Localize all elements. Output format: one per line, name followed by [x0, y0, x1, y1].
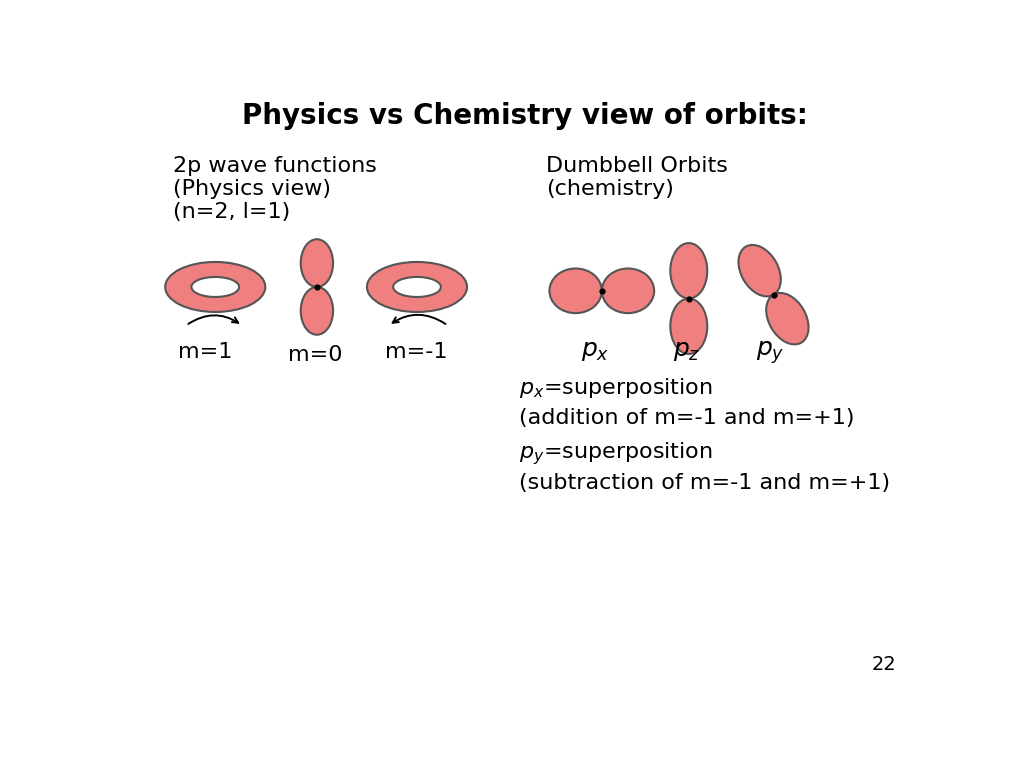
Text: Physics vs Chemistry view of orbits:: Physics vs Chemistry view of orbits:	[242, 102, 808, 130]
Text: 22: 22	[872, 655, 897, 674]
Text: $p_z$: $p_z$	[674, 339, 700, 363]
Text: $p_y$=superposition: $p_y$=superposition	[519, 440, 713, 467]
Ellipse shape	[550, 269, 602, 313]
Text: 2p wave functions
(Physics view)
(n=2, l=1): 2p wave functions (Physics view) (n=2, l…	[173, 156, 377, 223]
Ellipse shape	[766, 293, 809, 344]
Text: m=-1: m=-1	[385, 343, 447, 362]
Ellipse shape	[393, 277, 441, 297]
Ellipse shape	[671, 243, 708, 299]
Text: m=1: m=1	[178, 343, 232, 362]
Ellipse shape	[301, 287, 333, 335]
Text: (addition of m=-1 and m=+1): (addition of m=-1 and m=+1)	[519, 408, 855, 428]
Ellipse shape	[671, 299, 708, 354]
Text: Dumbbell Orbits
(chemistry): Dumbbell Orbits (chemistry)	[547, 156, 728, 199]
Ellipse shape	[367, 262, 467, 312]
Ellipse shape	[191, 277, 240, 297]
Text: m=0: m=0	[289, 346, 343, 366]
Text: (subtraction of m=-1 and m=+1): (subtraction of m=-1 and m=+1)	[519, 472, 891, 492]
Ellipse shape	[738, 245, 781, 296]
Text: $p_y$: $p_y$	[756, 339, 784, 366]
Text: $p_x$: $p_x$	[581, 339, 609, 363]
Text: $p_x$=superposition: $p_x$=superposition	[519, 376, 713, 399]
Ellipse shape	[301, 239, 333, 287]
Ellipse shape	[165, 262, 265, 312]
Ellipse shape	[602, 269, 654, 313]
